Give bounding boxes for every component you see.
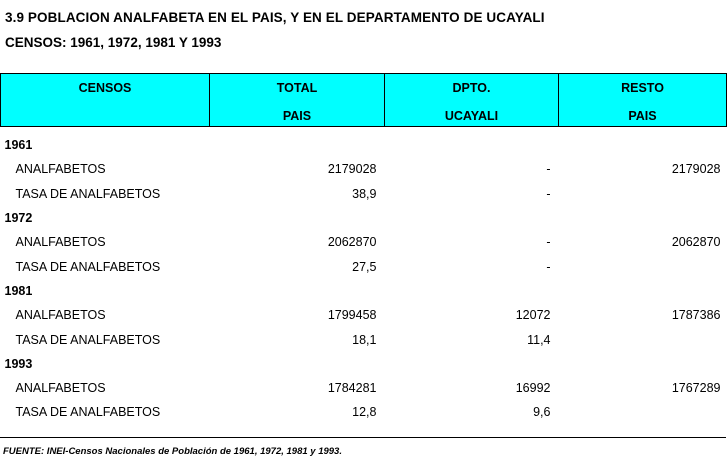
row-label: TASA DE ANALFABETOS [15, 332, 161, 347]
header-resto-line1: RESTO [621, 81, 664, 95]
table-row: TASA DE ANALFABETOS 18,1 11,4 [1, 327, 727, 351]
table-row: ANALFABETOS 2062870 - 2062870 [1, 230, 727, 254]
data-table: CENSOS TOTAL PAIS DPTO. UCAYALI RESTO PA… [0, 73, 727, 425]
header-total-line1: TOTAL [276, 81, 318, 95]
year-row: 1993 [1, 352, 727, 376]
header-censos: CENSOS [0, 73, 210, 127]
year-row: 1972 [1, 206, 727, 230]
row-label: ANALFABETOS [15, 162, 106, 177]
year-label: 1981 [4, 283, 33, 298]
cell-total: 1799458 [327, 308, 377, 323]
header-dpto-line2: UCAYALI [444, 109, 499, 123]
cell-resto: 2179028 [671, 162, 721, 177]
table-row: TASA DE ANALFABETOS 38,9 - [1, 182, 727, 206]
table-row: ANALFABETOS 1799458 12072 1787386 [1, 303, 727, 327]
table-row: TASA DE ANALFABETOS 27,5 - [1, 254, 727, 278]
cell-total: 12,8 [352, 405, 377, 420]
cell-resto [559, 182, 727, 206]
cell-total: 2179028 [327, 162, 377, 177]
row-label: ANALFABETOS [15, 235, 106, 250]
cell-total: 1784281 [327, 381, 377, 396]
year-label: 1993 [4, 356, 33, 371]
cell-ucayali: 9,6 [533, 405, 551, 420]
row-label: TASA DE ANALFABETOS [15, 186, 161, 201]
source-note: FUENTE: INEI-Censos Nacionales de Poblac… [3, 446, 342, 457]
header-censos-line1: CENSOS [78, 81, 132, 95]
cell-ucayali: 11,4 [527, 332, 551, 347]
cell-total: 38,9 [352, 186, 377, 201]
row-label: ANALFABETOS [15, 308, 106, 323]
data-table-container: CENSOS TOTAL PAIS DPTO. UCAYALI RESTO PA… [0, 73, 727, 425]
year-row: 1981 [1, 279, 727, 303]
cell-resto: 2062870 [671, 235, 721, 250]
header-resto-pais: RESTO PAIS [558, 73, 727, 127]
header-total-line2: PAIS [282, 109, 312, 123]
cell-ucayali: - [546, 186, 551, 201]
header-total-pais: TOTAL PAIS [209, 73, 385, 127]
table-row: ANALFABETOS 1784281 16992 1767289 [1, 376, 727, 400]
year-row: 1961 [1, 133, 727, 157]
cell-resto: 1767289 [671, 381, 721, 396]
table-header: CENSOS TOTAL PAIS DPTO. UCAYALI RESTO PA… [0, 73, 727, 127]
header-censos-line2 [1, 100, 209, 126]
page-title: 3.9 POBLACION ANALFABETA EN EL PAIS, Y E… [5, 10, 545, 25]
page-subtitle: CENSOS: 1961, 1972, 1981 Y 1993 [5, 35, 222, 50]
cell-ucayali: - [546, 235, 551, 250]
cell-resto: 1787386 [671, 308, 721, 323]
cell-resto [559, 400, 727, 424]
cell-ucayali: - [546, 259, 551, 274]
cell-ucayali: 12072 [515, 308, 551, 323]
year-label: 1972 [4, 211, 33, 226]
table-row: TASA DE ANALFABETOS 12,8 9,6 [1, 400, 727, 424]
cell-total: 27,5 [352, 259, 377, 274]
table-row: ANALFABETOS 2179028 - 2179028 [1, 157, 727, 181]
header-resto-line2: PAIS [628, 109, 657, 123]
cell-ucayali: - [546, 162, 551, 177]
table-body: 1961 ANALFABETOS 2179028 - 2179028 TASA … [1, 127, 727, 425]
header-dpto-line1: DPTO. [452, 81, 491, 95]
cell-ucayali: 16992 [515, 381, 551, 396]
header-dpto-ucayali: DPTO. UCAYALI [384, 73, 559, 127]
row-label: TASA DE ANALFABETOS [15, 405, 161, 420]
cell-resto [559, 254, 727, 278]
cell-resto [559, 327, 727, 351]
cell-total: 2062870 [327, 235, 377, 250]
footer-divider [0, 437, 726, 438]
cell-total: 18,1 [352, 332, 377, 347]
row-label: ANALFABETOS [15, 381, 106, 396]
row-label: TASA DE ANALFABETOS [15, 259, 161, 274]
year-label: 1961 [4, 138, 33, 153]
